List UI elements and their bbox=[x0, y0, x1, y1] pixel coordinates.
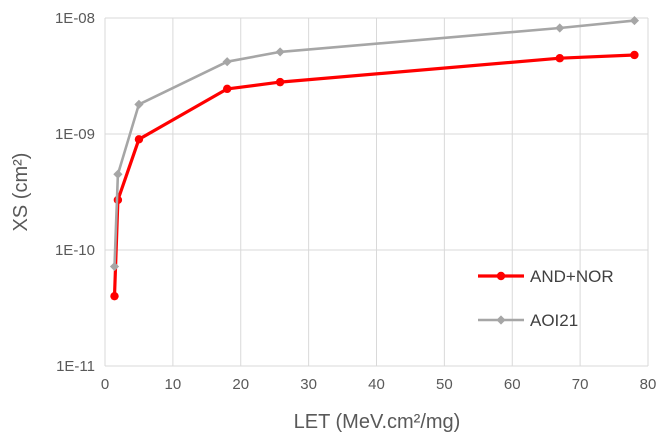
gridlines bbox=[104, 17, 649, 367]
x-tick-label: 10 bbox=[165, 376, 182, 393]
x-tick-label: 70 bbox=[572, 376, 589, 393]
x-tick-label: 60 bbox=[504, 376, 521, 393]
data-point bbox=[222, 84, 232, 94]
x-tick-label: 80 bbox=[640, 376, 657, 393]
data-point bbox=[275, 77, 285, 87]
x-tick-label: 40 bbox=[368, 376, 385, 393]
data-point bbox=[275, 47, 285, 57]
x-axis-title: LET (MeV.cm²/mg) bbox=[294, 411, 461, 433]
legend-label: AOI21 bbox=[530, 311, 578, 330]
y-tick-label: 1E-11 bbox=[56, 358, 95, 375]
data-point bbox=[555, 23, 565, 33]
x-tick-label: 30 bbox=[300, 376, 317, 393]
y-axis-title: XS (cm²) bbox=[10, 153, 32, 232]
y-tick-label: 1E-08 bbox=[55, 10, 95, 27]
series-line bbox=[112, 53, 635, 297]
data-point bbox=[630, 50, 639, 60]
x-tick-label: 0 bbox=[101, 376, 109, 393]
data-point bbox=[134, 135, 144, 144]
legend: AND+NOR AOI21 bbox=[478, 267, 614, 330]
legend-marker bbox=[496, 271, 506, 281]
x-tick-label: 20 bbox=[232, 376, 249, 393]
legend-label: AND+NOR bbox=[530, 267, 614, 286]
y-tick-label: 1E-09 bbox=[55, 126, 95, 143]
data-point bbox=[113, 169, 123, 179]
data-point bbox=[629, 15, 640, 26]
data-point bbox=[555, 54, 564, 63]
series-layer bbox=[109, 15, 640, 301]
legend-marker bbox=[496, 315, 506, 325]
axes: 0 10 20 30 40 50 60 70 80 1E-11 1E-10 1E-09 1E-08 bbox=[55, 10, 656, 393]
data-point bbox=[222, 57, 232, 67]
data-point bbox=[109, 261, 120, 272]
data-point bbox=[110, 291, 119, 301]
x-tick-label: 50 bbox=[436, 376, 453, 393]
data-point bbox=[134, 99, 144, 109]
y-tick-label: 1E-10 bbox=[55, 242, 95, 259]
